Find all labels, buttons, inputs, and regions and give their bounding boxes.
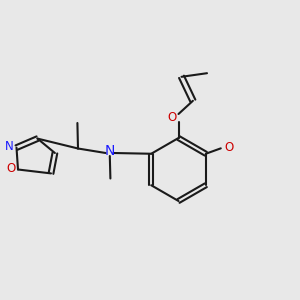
Text: N: N [4,140,14,153]
Text: O: O [168,111,177,124]
Text: N: N [105,144,115,158]
Text: O: O [7,162,16,176]
Text: O: O [225,141,234,154]
